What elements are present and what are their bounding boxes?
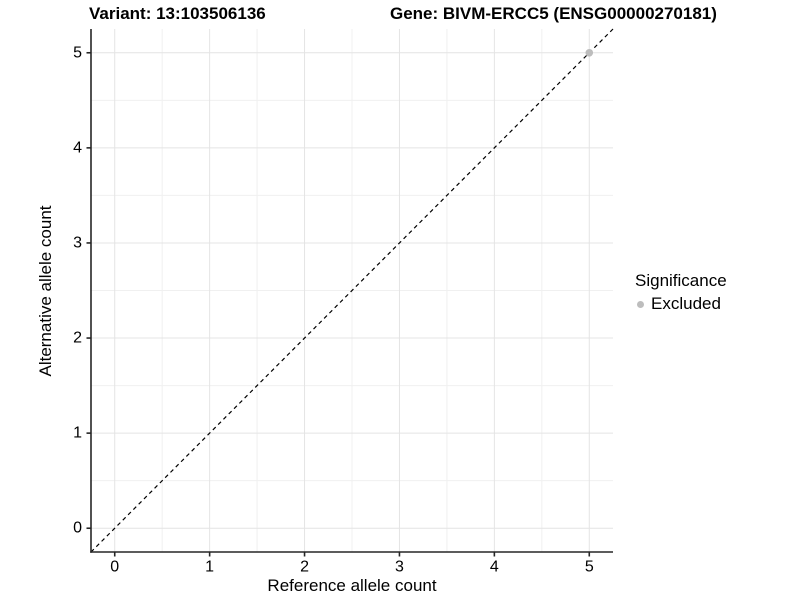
- plot-title-variant: Variant: 13:103506136: [89, 4, 266, 23]
- x-tick-label: 1: [205, 558, 214, 575]
- legend-title: Significance: [635, 271, 727, 290]
- x-tick-label: 5: [585, 558, 594, 575]
- y-tick-label: 2: [73, 330, 82, 347]
- tick-labels: 0 1 2 3 4 5 0 1 2 3 4 5: [73, 44, 594, 575]
- x-tick-label: 4: [490, 558, 499, 575]
- y-axis-title: Alternative allele count: [36, 205, 55, 377]
- x-tick-label: 0: [110, 558, 119, 575]
- y-tick-label: 5: [73, 44, 82, 61]
- y-tick-label: 3: [73, 234, 82, 251]
- gridlines-major: [91, 29, 613, 552]
- x-axis-title: Reference allele count: [267, 576, 437, 595]
- y-tick-label: 4: [73, 139, 82, 156]
- legend-item-excluded: Excluded: [635, 294, 727, 314]
- x-tick-label: 2: [300, 558, 309, 575]
- plot-title-gene: Gene: BIVM-ERCC5 (ENSG00000270181): [390, 4, 717, 23]
- y-tick-label: 1: [73, 425, 82, 442]
- data-point-excluded: [585, 48, 594, 57]
- legend-item-label: Excluded: [651, 294, 721, 313]
- y-tick-label: 0: [73, 520, 82, 537]
- data-points: [585, 48, 594, 57]
- axis-ticks: [86, 51, 591, 557]
- gridlines-minor: [91, 29, 613, 552]
- excluded-point-icon: [637, 300, 644, 308]
- legend: Significance Excluded: [635, 271, 727, 314]
- axis-lines: [90, 29, 613, 553]
- identity-line: [90, 28, 614, 553]
- x-tick-label: 3: [395, 558, 404, 575]
